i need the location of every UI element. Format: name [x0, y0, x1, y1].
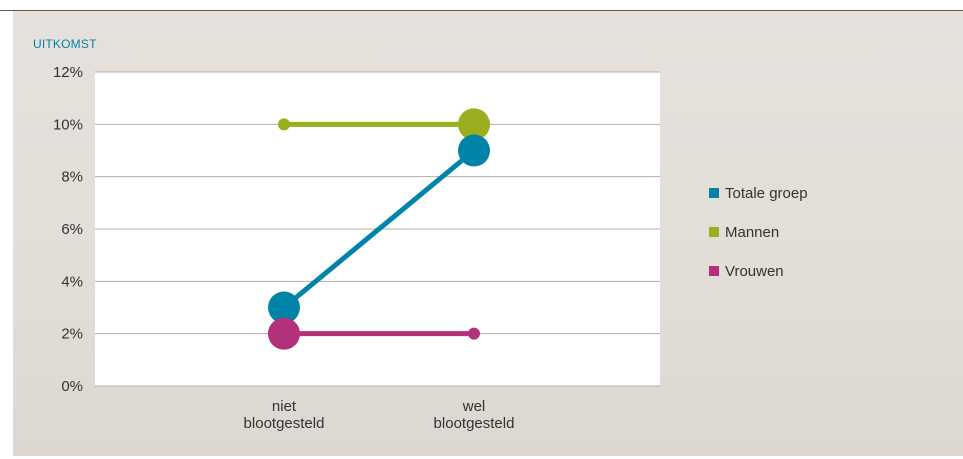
x-axis-ticks: niet blootgesteld wel blootgesteld [244, 398, 515, 432]
series-totale-groep [268, 134, 490, 324]
legend-label: Vrouwen [725, 262, 784, 280]
series-mannen [278, 108, 490, 141]
legend-label: Totale groep [725, 184, 808, 202]
data-point [458, 134, 490, 167]
data-point [268, 317, 300, 350]
legend: Totale groep Mannen Vrouwen [709, 183, 808, 300]
data-point [458, 108, 490, 141]
outcome-label: UITKOMST [33, 37, 97, 51]
legend-item-totale-groep: Totale groep [709, 183, 808, 203]
legend-label: Mannen [725, 223, 780, 241]
legend-swatch [709, 266, 719, 276]
y-tick-label: 6% [61, 221, 83, 238]
y-tick-label: 2% [61, 326, 83, 343]
legend-swatch [709, 227, 719, 237]
data-point [268, 291, 300, 324]
data-point [468, 327, 480, 340]
series [268, 108, 490, 350]
series-vrouwen [268, 317, 480, 350]
y-tick-label: 10% [53, 116, 83, 133]
legend-swatch [709, 188, 719, 198]
y-tick-label: 4% [61, 273, 83, 290]
y-tick-label: 12% [53, 64, 83, 81]
x-tick-label: niet blootgesteld [244, 398, 325, 432]
x-tick-label: wel blootgesteld [434, 398, 515, 432]
data-point [278, 118, 290, 131]
series-line [281, 148, 477, 310]
y-axis-ticks: 0% 2% 4% 6% 8% 10% 12% [53, 64, 83, 395]
y-tick-label: 8% [61, 169, 83, 186]
y-tick-label: 0% [61, 378, 83, 395]
legend-item-vrouwen: Vrouwen [709, 261, 808, 281]
top-divider [0, 10, 963, 11]
legend-item-mannen: Mannen [709, 222, 808, 242]
